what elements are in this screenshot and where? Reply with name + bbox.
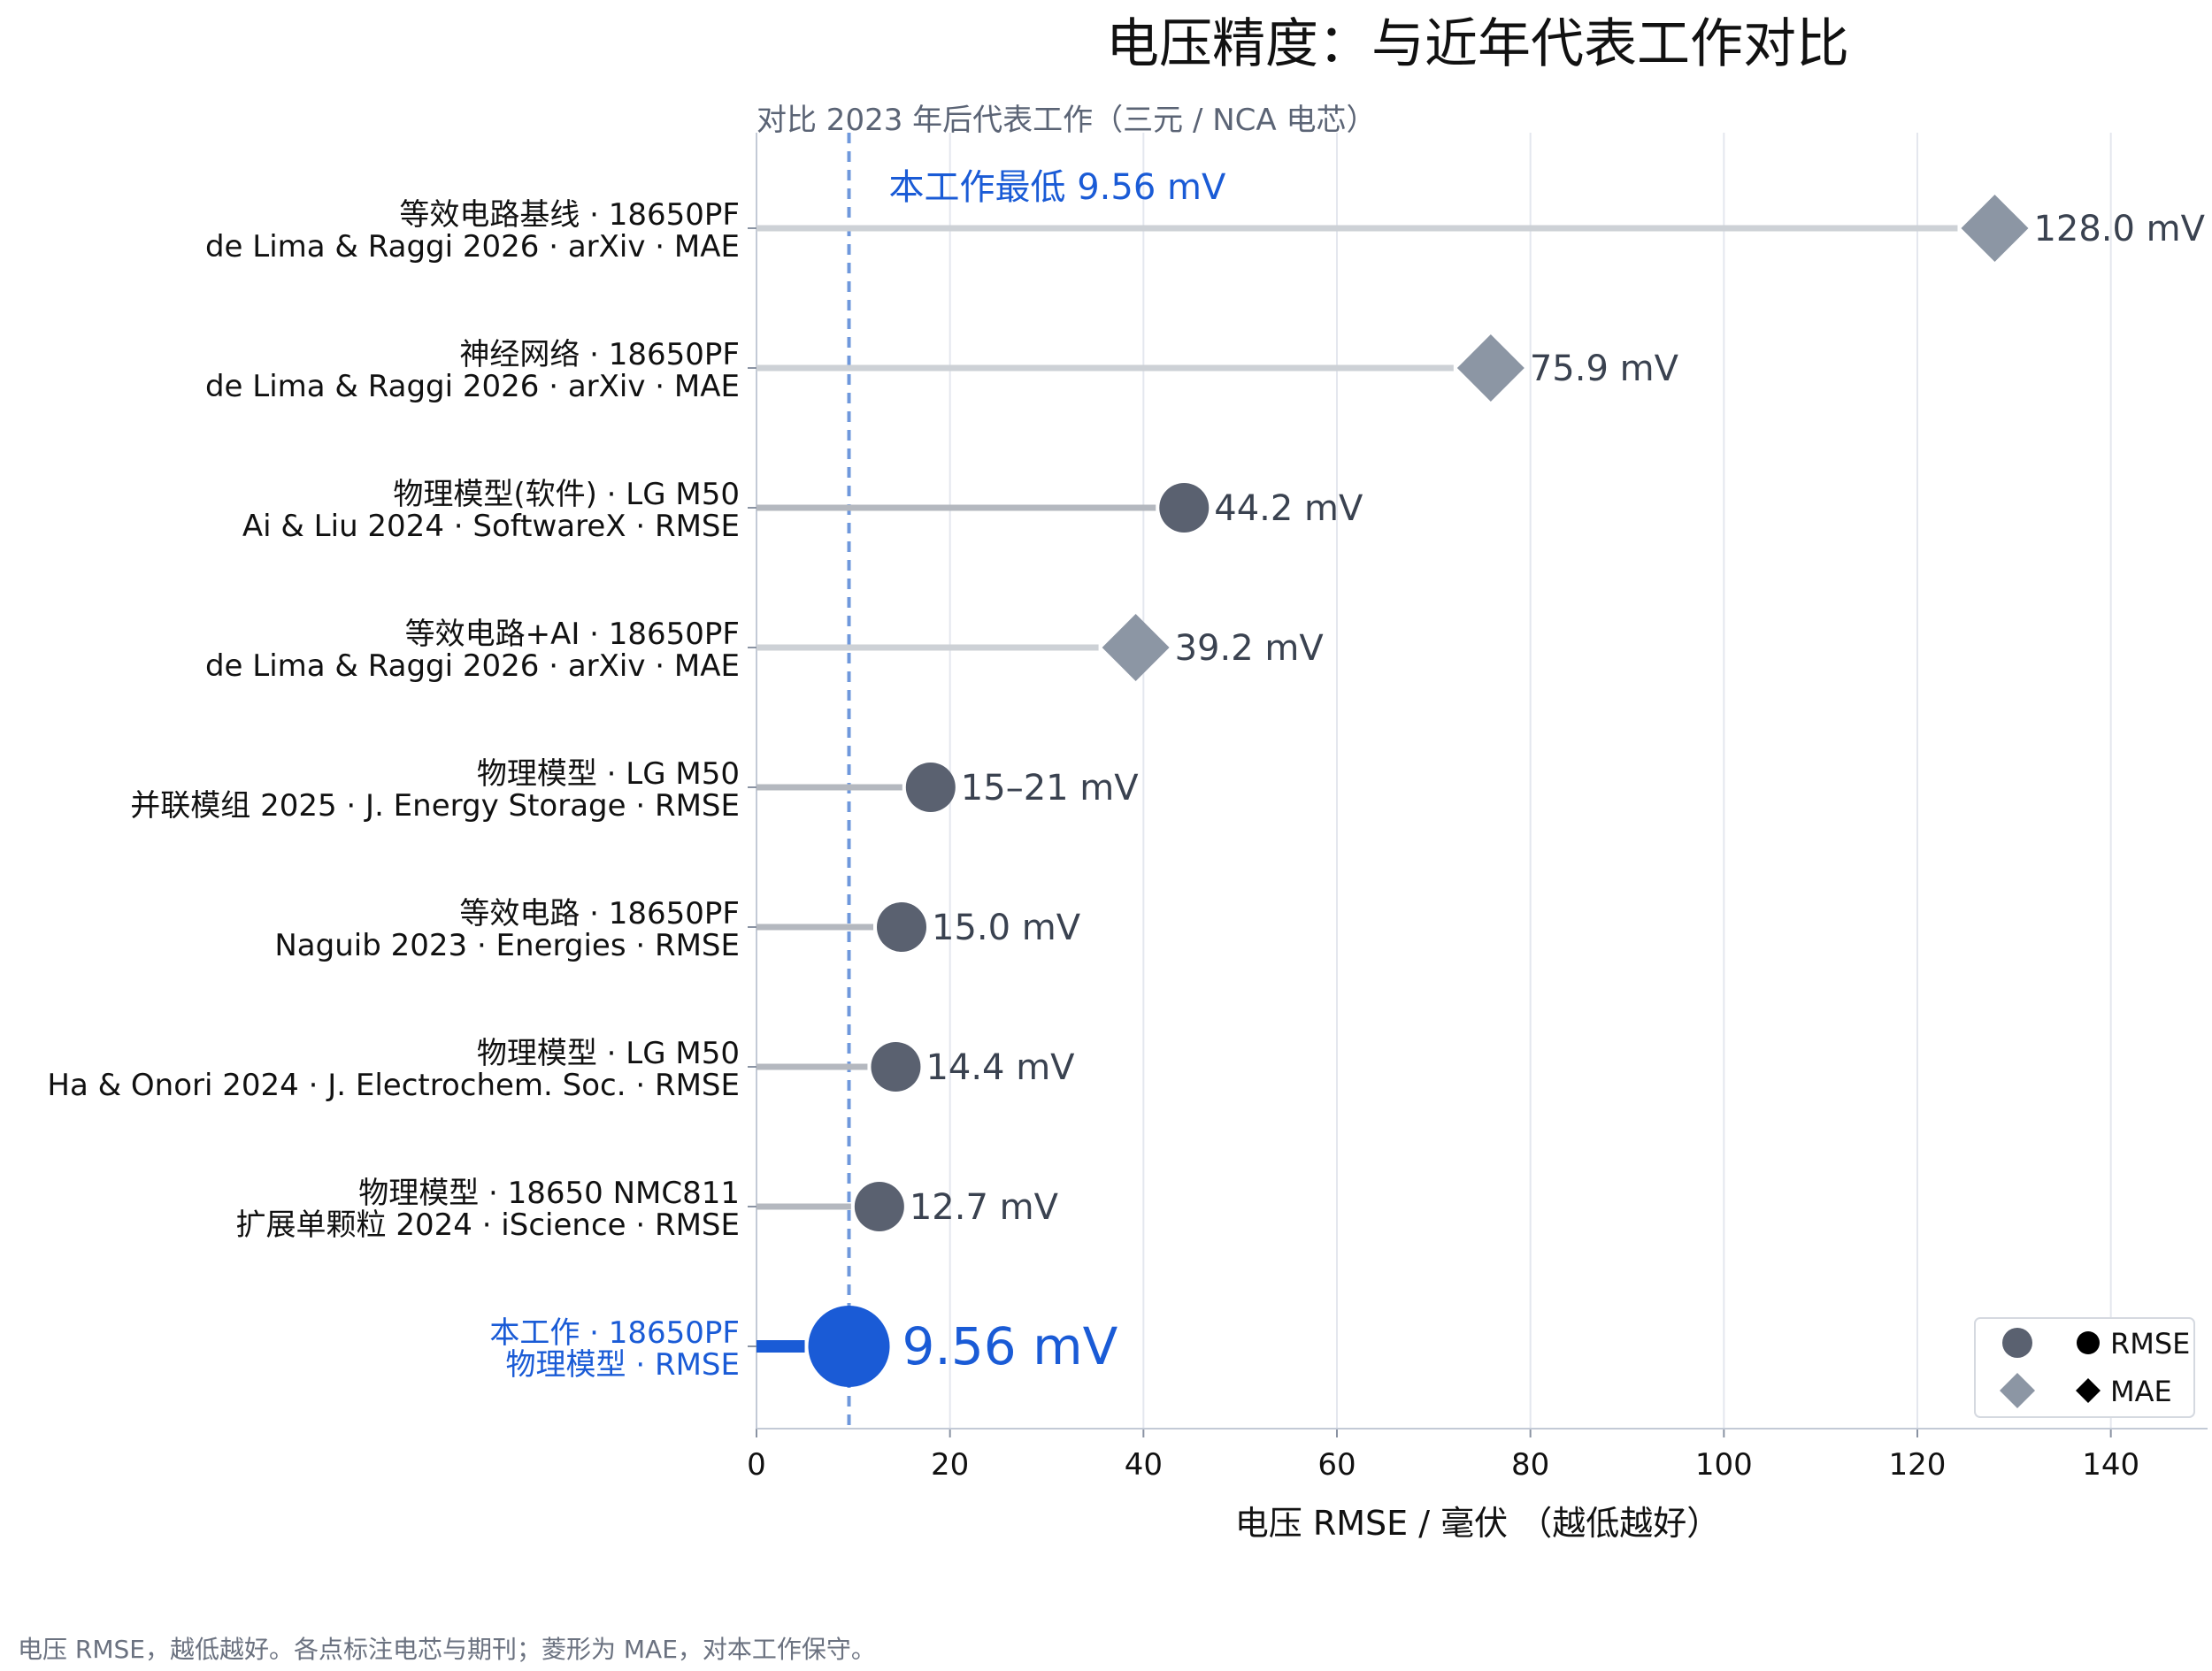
reference-line-label: 本工作最低 9.56 mV bbox=[889, 167, 1226, 208]
x-tick-label: 100 bbox=[1695, 1447, 1753, 1483]
mae-diamond-marker bbox=[1961, 195, 2029, 262]
chart-title: 电压精度：与近年代表工作对比 bbox=[1106, 13, 1849, 75]
row-label-line2: 物理模型 · RMSE bbox=[506, 1347, 740, 1383]
highlight-circle-marker bbox=[808, 1306, 890, 1387]
legend: RMSE MAE bbox=[1974, 1317, 2195, 1418]
x-tick-label: 140 bbox=[2082, 1447, 2139, 1483]
row-label-line2: Ha & Onori 2024 · J. Electrochem. Soc. ·… bbox=[47, 1068, 740, 1103]
row-label-line1: 神经网络 · 18650PF bbox=[459, 337, 740, 372]
row-label-line1: 物理模型 · 18650 NMC811 bbox=[358, 1176, 740, 1211]
x-tick-label: 40 bbox=[1125, 1447, 1163, 1483]
x-tick-label: 0 bbox=[747, 1447, 766, 1483]
x-tick-label: 120 bbox=[1889, 1447, 1947, 1483]
row-value-label: 15.0 mV bbox=[932, 908, 1081, 948]
row-value-label: 12.7 mV bbox=[910, 1187, 1059, 1228]
row-label-line1: 物理模型 · LG M50 bbox=[477, 756, 740, 792]
row-label-line2: 扩展单颗粒 2024 · iScience · RMSE bbox=[236, 1207, 740, 1243]
row-value-label: 15–21 mV bbox=[961, 768, 1139, 809]
row-value-label: 14.4 mV bbox=[926, 1047, 1075, 1088]
legend-rmse-marker bbox=[2002, 1328, 2032, 1358]
rmse-circle-marker bbox=[905, 763, 956, 812]
row-label-line2: Naguib 2023 · Energies · RMSE bbox=[274, 928, 740, 963]
row-value-label: 128.0 mV bbox=[2033, 209, 2205, 249]
grid-layer bbox=[949, 133, 2112, 1429]
rmse-circle-marker bbox=[854, 1182, 904, 1231]
legend-mae-label: MAE bbox=[2110, 1375, 2172, 1408]
x-axis-label: 电压 RMSE / 毫伏 （越低越好） bbox=[1235, 1504, 1720, 1543]
row-label-line1: 物理模型 · LG M50 bbox=[477, 1036, 740, 1071]
row-label-line2: de Lima & Raggi 2026 · arXiv · MAE bbox=[205, 229, 740, 264]
legend-rmse-key-icon bbox=[2077, 1331, 2100, 1354]
rmse-circle-marker bbox=[871, 1042, 921, 1092]
row-label-line1: 等效电路+AI · 18650PF bbox=[405, 617, 740, 652]
row-label-line1: 等效电路基线 · 18650PF bbox=[399, 197, 740, 233]
row-value-label: 44.2 mV bbox=[1214, 488, 1363, 529]
row-label-line1: 本工作 · 18650PF bbox=[489, 1315, 740, 1351]
row-value-label: 39.2 mV bbox=[1175, 628, 1325, 669]
legend-mae-key-icon bbox=[2076, 1378, 2101, 1403]
row-value-label: 9.56 mV bbox=[902, 1316, 1118, 1376]
row-label-line1: 等效电路 · 18650PF bbox=[459, 896, 740, 931]
row-label-line2: de Lima & Raggi 2026 · arXiv · MAE bbox=[205, 369, 740, 404]
x-tick-label: 20 bbox=[931, 1447, 969, 1483]
legend-rmse-label: RMSE bbox=[2110, 1327, 2190, 1361]
footnote: 电压 RMSE，越低越好。各点标注电芯与期刊；菱形为 MAE，对本工作保守。 bbox=[18, 1635, 876, 1664]
row-label-line2: 并联模组 2025 · J. Energy Storage · RMSE bbox=[130, 788, 740, 824]
row-label-line1: 物理模型(软件) · LG M50 bbox=[393, 477, 740, 512]
chart-subtitle: 对比 2023 年后代表工作（三元 / NCA 电芯） bbox=[757, 103, 1376, 138]
axis-layer: 0 20 40 60 80 100 120 140 bbox=[747, 133, 2208, 1483]
mae-diamond-marker bbox=[1102, 614, 1170, 681]
row-value-label: 75.9 mV bbox=[1530, 349, 1679, 389]
x-tick-label: 80 bbox=[1511, 1447, 1549, 1483]
row-label-line2: de Lima & Raggi 2026 · arXiv · MAE bbox=[205, 648, 740, 684]
rmse-circle-marker bbox=[877, 902, 926, 952]
row-label-line2: Ai & Liu 2024 · SoftwareX · RMSE bbox=[242, 509, 740, 544]
legend-mae-marker bbox=[2000, 1373, 2035, 1408]
mae-diamond-marker bbox=[1456, 334, 1525, 402]
rmse-circle-marker bbox=[1159, 483, 1210, 533]
x-tick-label: 60 bbox=[1317, 1447, 1356, 1483]
